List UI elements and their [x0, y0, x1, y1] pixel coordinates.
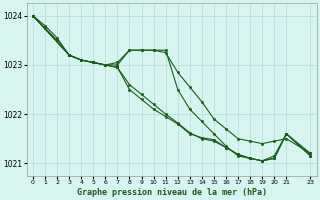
- X-axis label: Graphe pression niveau de la mer (hPa): Graphe pression niveau de la mer (hPa): [77, 188, 267, 197]
